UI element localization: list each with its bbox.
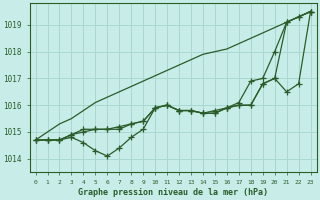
X-axis label: Graphe pression niveau de la mer (hPa): Graphe pression niveau de la mer (hPa)	[78, 188, 268, 197]
